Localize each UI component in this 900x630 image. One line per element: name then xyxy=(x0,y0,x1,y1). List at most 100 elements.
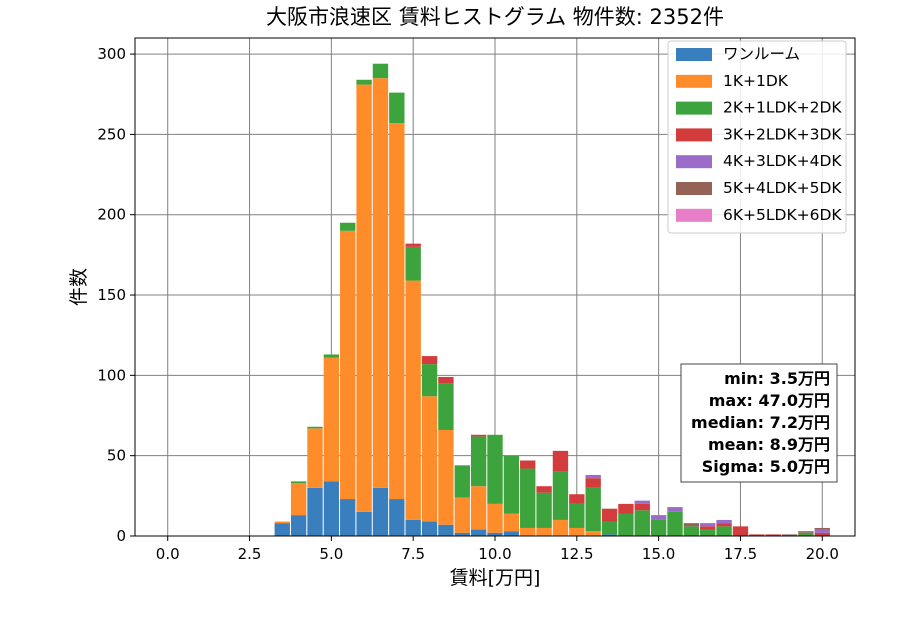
x-tick-label: 2.5 xyxy=(238,545,262,563)
stats-line: median: 7.2万円 xyxy=(691,413,830,432)
bar-segment xyxy=(323,481,340,536)
y-tick-label: 200 xyxy=(97,206,126,224)
bar-segment xyxy=(470,434,487,437)
bar-segment xyxy=(389,499,405,536)
bar-segment xyxy=(798,532,814,536)
chart-title: 大阪市浪速区 賃料ヒストグラム 物件数: 2352件 xyxy=(266,5,724,29)
x-tick-label: 10.0 xyxy=(478,545,511,563)
bar-segment xyxy=(487,434,503,504)
bar-segment xyxy=(798,531,814,533)
bar-segment xyxy=(438,376,454,384)
bar-segment xyxy=(438,383,454,430)
stats-box: min: 3.5万円 max: 47.0万円 median: 7.2万円 mean: … xyxy=(680,363,838,483)
legend-swatch xyxy=(676,48,712,61)
bar-segment xyxy=(700,526,716,530)
bar-segment xyxy=(569,527,585,536)
bar-segment xyxy=(405,246,421,281)
bar-segment xyxy=(814,529,830,533)
bar-segment xyxy=(601,534,618,536)
bar-segment xyxy=(405,280,421,520)
bar-segment xyxy=(470,486,487,530)
y-tick-label: 0 xyxy=(116,527,126,545)
bar-segment xyxy=(470,529,487,536)
x-axis-ticks: 0.0 2.5 5.0 7.5 10.0 12.5 15.0 17.5 20.0 xyxy=(156,536,839,563)
bar-segment xyxy=(503,455,520,514)
legend-swatch xyxy=(676,182,712,195)
bar-segment xyxy=(814,527,830,530)
bar-segment xyxy=(405,243,421,247)
bar-segment xyxy=(421,396,438,522)
bar-segment xyxy=(683,526,700,536)
bar-segment xyxy=(536,492,552,528)
bar-segment xyxy=(585,478,601,488)
legend-label: 3K+2LDK+3DK xyxy=(723,125,842,143)
x-axis-label: 賃料[万円] xyxy=(450,567,541,589)
bar-segment xyxy=(585,474,601,479)
y-axis-ticks: 0 50 100 150 200 250 300 xyxy=(97,45,135,545)
legend-label: 4K+3LDK+4DK xyxy=(723,152,842,170)
bar-segment xyxy=(536,527,552,536)
y-tick-label: 100 xyxy=(97,366,126,384)
legend-swatch xyxy=(676,101,712,115)
bar-segment xyxy=(307,428,323,488)
bar-segment xyxy=(340,230,356,500)
bar-segment xyxy=(634,503,650,511)
bar-segment xyxy=(765,534,781,536)
y-axis-label: 件数 xyxy=(68,268,90,306)
legend-label: 2K+1LDK+2DK xyxy=(723,99,842,117)
bar-segment xyxy=(438,429,454,525)
bar-segment xyxy=(520,460,536,469)
bar-segment xyxy=(323,354,340,358)
bar-segment xyxy=(454,532,470,536)
legend-label: 5K+4LDK+5DK xyxy=(723,179,842,197)
bar-segment xyxy=(552,450,569,472)
legend-swatch xyxy=(676,128,712,142)
bar-segment xyxy=(667,507,683,512)
bar-segment xyxy=(290,481,307,483)
bar-segment xyxy=(454,497,470,533)
bar-segment xyxy=(340,222,356,231)
bar-segment xyxy=(601,508,618,522)
bar-segment xyxy=(716,523,732,527)
bar-segment xyxy=(389,92,405,124)
bar-segment xyxy=(749,534,765,536)
bar-segment xyxy=(290,515,307,536)
bar-segment xyxy=(585,487,601,532)
bar-segment xyxy=(683,523,700,527)
bar-segment xyxy=(520,468,536,528)
bar-segment xyxy=(307,487,323,536)
y-tick-label: 150 xyxy=(97,286,126,304)
bar-segment xyxy=(569,503,585,528)
legend-label: 1K+1DK xyxy=(723,72,789,90)
bar-segment xyxy=(814,532,830,536)
stats-line: min: 3.5万円 xyxy=(724,369,830,388)
stats-line: Sigma: 5.0万円 xyxy=(702,457,830,476)
bar-segment xyxy=(372,487,389,536)
bar-segment xyxy=(372,63,389,79)
legend: ワンルーム 1K+1DK 2K+1LDK+2DK 3K+2LDK+3DK 4K+3LDK… xyxy=(667,40,847,234)
bar-segment xyxy=(503,531,520,536)
x-tick-label: 20.0 xyxy=(806,545,839,563)
bar-segment xyxy=(372,78,389,488)
bar-segment xyxy=(421,364,438,397)
y-tick-label: 250 xyxy=(97,125,126,143)
x-tick-label: 12.5 xyxy=(560,545,593,563)
bar-segment xyxy=(552,471,569,520)
bar-segment xyxy=(307,426,323,429)
bar-segment xyxy=(618,503,634,514)
bar-segment xyxy=(536,486,552,493)
legend-swatch xyxy=(676,155,712,169)
bar-segment xyxy=(552,519,569,536)
legend-label: ワンルーム xyxy=(723,45,800,63)
bar-segment xyxy=(585,531,601,536)
legend-swatch xyxy=(676,208,712,222)
legend-label: 6K+5LDK+6DK xyxy=(723,206,842,224)
y-tick-label: 300 xyxy=(97,45,126,63)
bars-group xyxy=(274,63,830,536)
bar-segment xyxy=(454,465,470,498)
x-tick-label: 5.0 xyxy=(319,545,343,563)
bar-segment xyxy=(503,513,520,532)
x-tick-label: 7.5 xyxy=(401,545,425,563)
bar-segment xyxy=(487,532,503,536)
bar-segment xyxy=(356,84,372,512)
